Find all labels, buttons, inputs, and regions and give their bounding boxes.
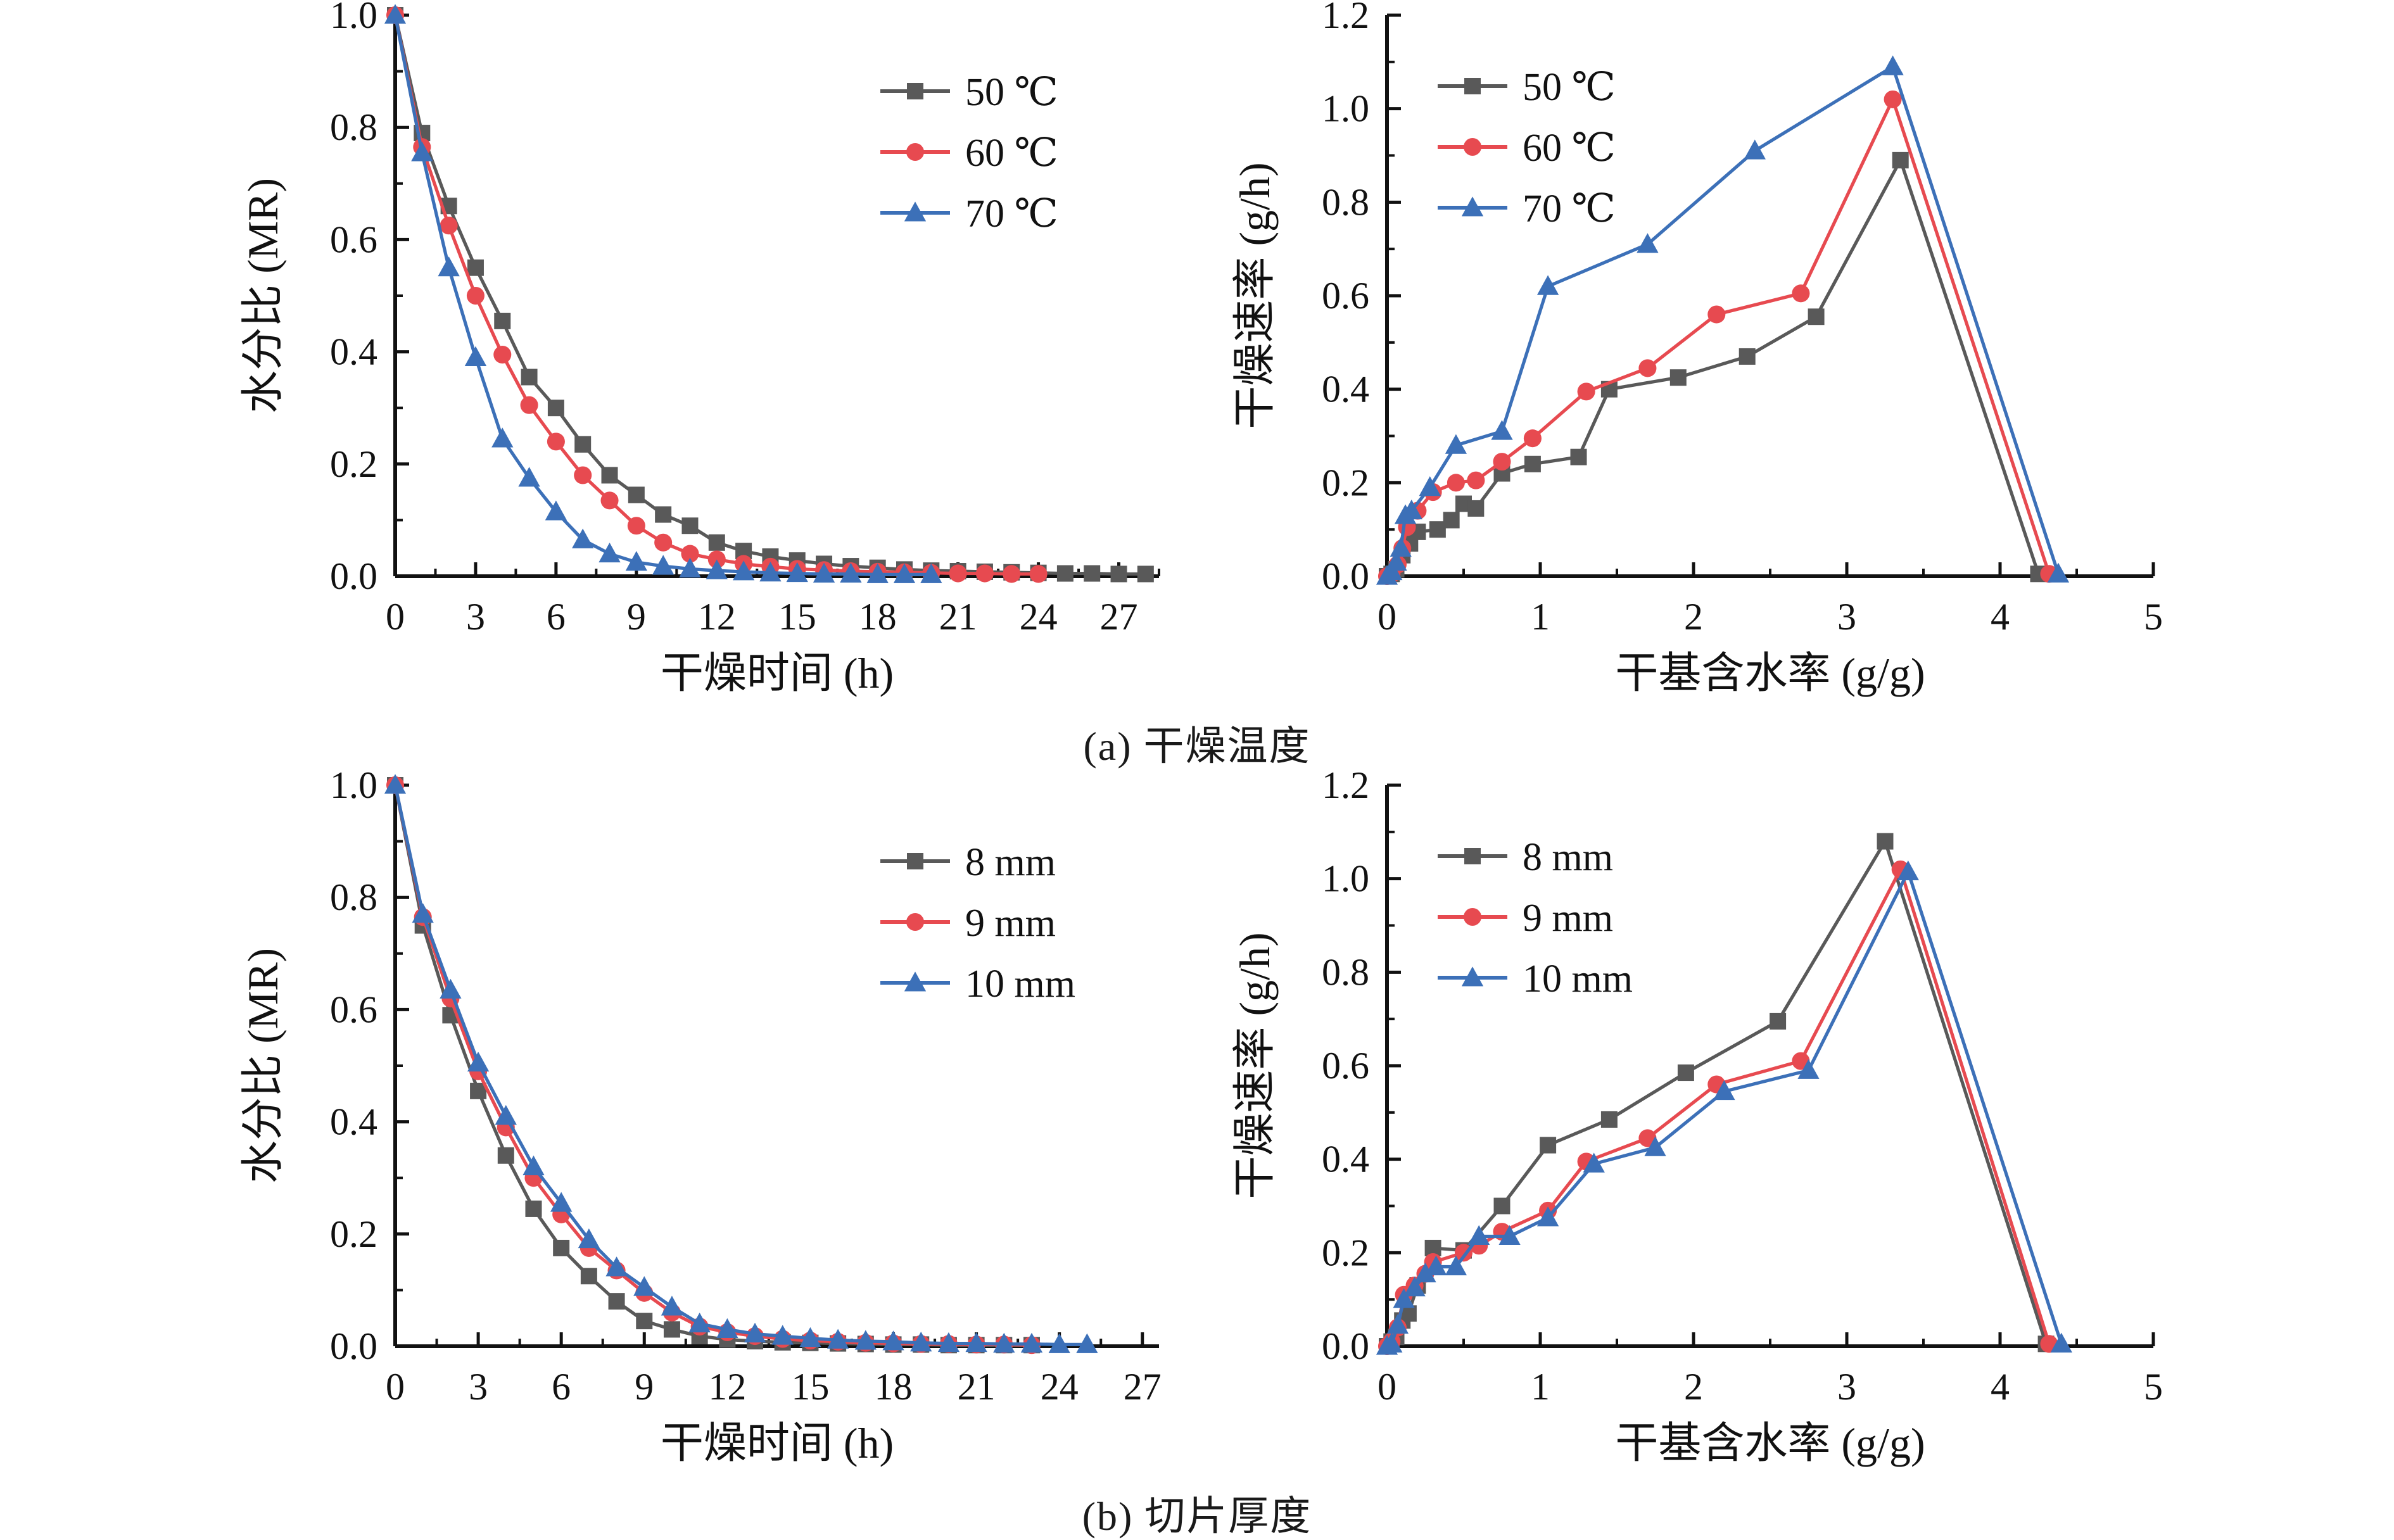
- svg-text:21: 21: [958, 1366, 996, 1408]
- svg-text:50 ℃: 50 ℃: [1523, 66, 1616, 109]
- svg-text:0: 0: [1378, 596, 1396, 638]
- svg-text:干燥速率 (g/h): 干燥速率 (g/h): [1231, 162, 1279, 429]
- svg-text:21: 21: [939, 596, 977, 638]
- svg-text:70 ℃: 70 ℃: [965, 192, 1058, 236]
- chart-moisture-ratio-thickness: 0 3 6 9 12 15 18 21 24 27 0.0 0.2 0.4 0.6 0.8 1.0 干燥时间 (…: [239, 770, 1162, 1467]
- svg-text:0.2: 0.2: [330, 443, 377, 485]
- svg-text:1.0: 1.0: [330, 0, 377, 36]
- svg-text:0.8: 0.8: [1322, 181, 1369, 223]
- svg-text:12: 12: [698, 596, 736, 638]
- svg-text:2: 2: [1684, 596, 1703, 638]
- svg-text:8 mm: 8 mm: [965, 841, 1056, 884]
- svg-text:0.4: 0.4: [1322, 1139, 1369, 1180]
- svg-text:60 ℃: 60 ℃: [1523, 127, 1616, 170]
- svg-text:5: 5: [2144, 596, 2163, 638]
- svg-text:27: 27: [1124, 1366, 1162, 1408]
- svg-text:18: 18: [859, 596, 897, 638]
- svg-text:水分比 (MR): 水分比 (MR): [239, 948, 287, 1183]
- svg-text:0.2: 0.2: [330, 1213, 377, 1255]
- svg-text:0.6: 0.6: [330, 218, 377, 260]
- svg-text:6: 6: [547, 596, 566, 638]
- svg-text:干基含水率 (g/g): 干基含水率 (g/g): [1615, 649, 1925, 697]
- svg-text:0: 0: [386, 596, 405, 638]
- svg-text:0: 0: [386, 1366, 405, 1408]
- chart-drying-rate-temperature: 0 1 2 3 4 5 0.0 0.2 0.4 0.6 0.8 1.0 1.2 干基含水率 (g/g) 干燥…: [1231, 0, 2163, 697]
- svg-text:1.0: 1.0: [1322, 858, 1369, 900]
- svg-text:0.8: 0.8: [330, 876, 377, 918]
- svg-text:3: 3: [1837, 1366, 1856, 1408]
- svg-text:1.0: 1.0: [330, 770, 377, 806]
- svg-text:5: 5: [2144, 1366, 2163, 1408]
- svg-text:4: 4: [1991, 1366, 2010, 1408]
- svg-text:0.0: 0.0: [1322, 555, 1369, 597]
- svg-text:0.2: 0.2: [1322, 462, 1369, 503]
- svg-text:12: 12: [708, 1366, 746, 1408]
- svg-text:18: 18: [875, 1366, 913, 1408]
- svg-text:9: 9: [627, 596, 646, 638]
- caption-b: (b) 切片厚度: [1082, 1494, 1312, 1539]
- svg-text:3: 3: [469, 1366, 488, 1408]
- svg-text:60 ℃: 60 ℃: [965, 132, 1058, 175]
- svg-text:0.6: 0.6: [1322, 275, 1369, 317]
- svg-text:干燥速率 (g/h): 干燥速率 (g/h): [1231, 932, 1279, 1199]
- svg-text:9: 9: [635, 1366, 654, 1408]
- svg-text:水分比 (MR): 水分比 (MR): [239, 178, 287, 413]
- svg-text:0.8: 0.8: [1322, 951, 1369, 993]
- svg-text:0.8: 0.8: [330, 106, 377, 148]
- svg-text:干基含水率 (g/g): 干基含水率 (g/g): [1615, 1419, 1925, 1467]
- row-temperature: 0 3 6 9 12 15 18 21 24 27 0.0 0.2 0.4 0.6 0.8 1.0 干燥时间 (…: [0, 0, 2394, 716]
- svg-text:2: 2: [1684, 1366, 1703, 1408]
- svg-text:0.2: 0.2: [1322, 1232, 1369, 1273]
- svg-text:24: 24: [1041, 1366, 1079, 1408]
- svg-text:9 mm: 9 mm: [1523, 897, 1613, 940]
- svg-text:0.0: 0.0: [330, 555, 377, 597]
- svg-text:0: 0: [1378, 1366, 1396, 1408]
- chart-moisture-ratio-temperature: 0 3 6 9 12 15 18 21 24 27 0.0 0.2 0.4 0.6 0.8 1.0 干燥时间 (…: [239, 0, 1160, 697]
- caption-a: (a) 干燥温度: [1083, 724, 1311, 769]
- svg-text:24: 24: [1020, 596, 1058, 638]
- svg-text:6: 6: [552, 1366, 571, 1408]
- svg-text:1.2: 1.2: [1322, 770, 1369, 806]
- svg-text:0.6: 0.6: [330, 988, 377, 1030]
- svg-text:3: 3: [466, 596, 485, 638]
- svg-text:15: 15: [791, 1366, 829, 1408]
- svg-text:0.4: 0.4: [330, 331, 377, 373]
- svg-text:0.0: 0.0: [330, 1325, 377, 1367]
- svg-text:0.0: 0.0: [1322, 1325, 1369, 1367]
- svg-text:10 mm: 10 mm: [1523, 957, 1633, 1000]
- svg-text:8 mm: 8 mm: [1523, 836, 1613, 879]
- svg-text:15: 15: [778, 596, 816, 638]
- svg-text:27: 27: [1100, 596, 1138, 638]
- svg-text:干燥时间 (h): 干燥时间 (h): [661, 1419, 894, 1467]
- row-thickness: 0 3 6 9 12 15 18 21 24 27 0.0 0.2 0.4 0.6 0.8 1.0 干燥时间 (…: [0, 770, 2394, 1486]
- svg-text:10 mm: 10 mm: [965, 962, 1075, 1006]
- svg-text:1.2: 1.2: [1322, 0, 1369, 36]
- svg-text:干燥时间 (h): 干燥时间 (h): [661, 649, 894, 697]
- svg-text:0.6: 0.6: [1322, 1045, 1369, 1087]
- chart-drying-rate-thickness: 0 1 2 3 4 5 0.0 0.2 0.4 0.6 0.8 1.0 1.2 干基含水率 (g/g) 干燥…: [1231, 770, 2163, 1467]
- svg-text:0.4: 0.4: [1322, 369, 1369, 410]
- svg-text:9 mm: 9 mm: [965, 902, 1056, 945]
- svg-text:3: 3: [1837, 596, 1856, 638]
- svg-text:1: 1: [1531, 1366, 1550, 1408]
- svg-text:4: 4: [1991, 596, 2010, 638]
- svg-text:70 ℃: 70 ℃: [1523, 187, 1616, 230]
- svg-text:1.0: 1.0: [1322, 88, 1369, 130]
- svg-text:50 ℃: 50 ℃: [965, 71, 1058, 114]
- svg-text:1: 1: [1531, 596, 1550, 638]
- svg-text:0.4: 0.4: [330, 1101, 377, 1143]
